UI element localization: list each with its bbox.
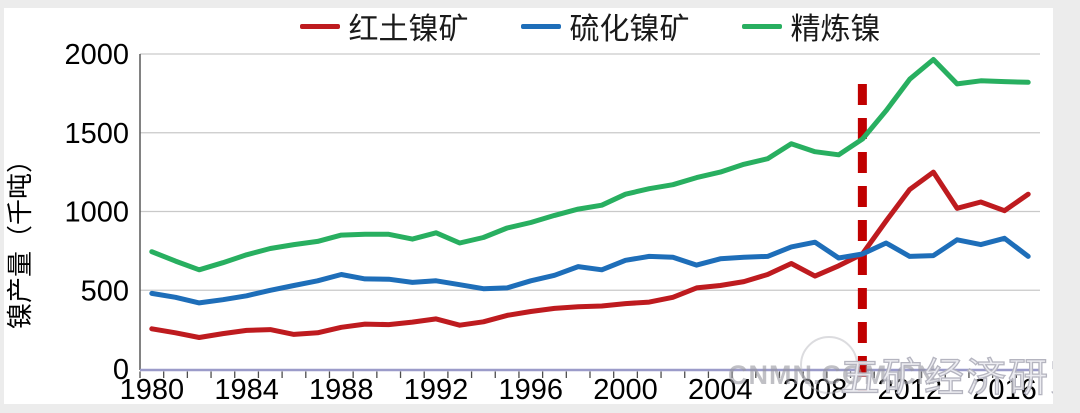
y-axis-title: 镍产量（千吨） [5, 146, 35, 329]
y-tick-label-1500: 1500 [64, 118, 129, 150]
watermark-site-text: CNMN.COM.CN [728, 360, 937, 390]
page-margin-right [1053, 0, 1080, 413]
watermark-logo-circle [800, 336, 858, 394]
legend-line-swatch-laterite [299, 23, 340, 29]
legend-label: 硫化镍矿 [569, 13, 690, 46]
legend-line-swatch-sulfide [520, 23, 561, 29]
x-tick-label-1984: 1984 [214, 374, 279, 406]
series-line-refined [149, 57, 1031, 273]
legend-label: 红土镍矿 [348, 13, 469, 46]
x-tick-label-2016: 2016 [972, 374, 1037, 406]
page-margin-left [0, 0, 4, 413]
y-tick-label-500: 500 [81, 275, 129, 307]
y-tick-label-0: 0 [113, 354, 129, 386]
series-line-laterite [149, 169, 1031, 340]
series-line-sulfide [149, 235, 1031, 306]
legend-item-laterite: 红土镍矿 [299, 4, 469, 48]
page-margin-bottom [0, 404, 1080, 413]
legend-item-refined: 精炼镍 [741, 4, 881, 48]
x-tick-label-1992: 1992 [404, 374, 469, 406]
watermark-org-text: 五矿经济研究院 [839, 355, 1080, 400]
x-tick-label-2012: 2012 [877, 374, 942, 406]
legend-label: 精炼镍 [790, 13, 881, 46]
y-tick-label-1000: 1000 [64, 197, 129, 229]
y-tick-label-2000: 2000 [64, 39, 129, 71]
x-tick-label-2000: 2000 [593, 374, 658, 406]
legend-item-sulfide: 硫化镍矿 [520, 4, 690, 48]
x-tick-label-1996: 1996 [499, 374, 564, 406]
chart-legend: 红土镍矿 硫化镍矿 精炼镍 [140, 9, 1040, 46]
x-tick-label-1980: 1980 [120, 374, 185, 406]
page-margin-top [0, 0, 1080, 8]
x-tick-label-1988: 1988 [309, 374, 374, 406]
x-tick-label-2004: 2004 [688, 374, 753, 406]
legend-line-swatch-refined [741, 23, 782, 29]
